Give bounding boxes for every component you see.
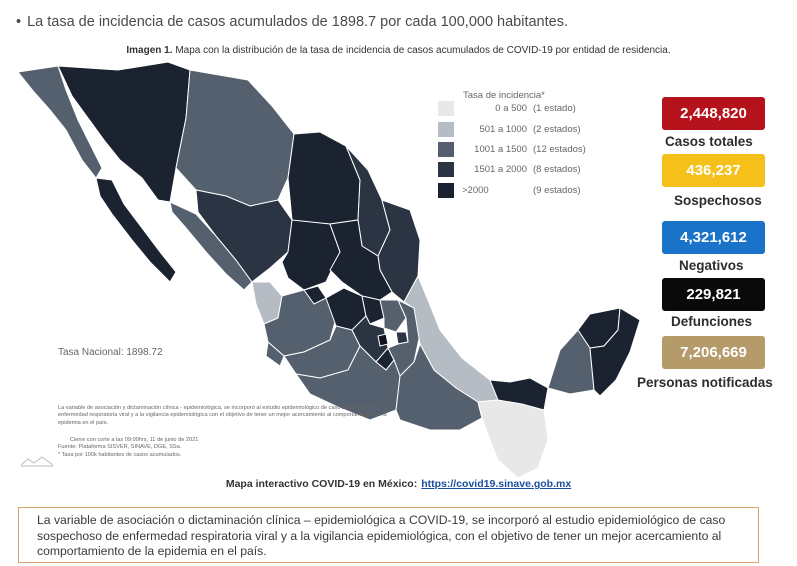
bullet-icon: • (16, 14, 22, 30)
figure-caption: Imagen 1. Mapa con la distribución de la… (0, 45, 797, 56)
sources-block: Cierre con corte a las 09:00hrs, 11 de j… (58, 437, 198, 459)
sospechosos-value: 436,237 (662, 154, 765, 187)
bottom-note: La variable de asociación o dictaminació… (18, 507, 759, 563)
legend-swatch (438, 100, 454, 116)
covid-map-link[interactable]: https://covid19.sinave.gob.mx (421, 478, 572, 490)
legend-count: (8 estados) (533, 163, 581, 175)
state-baja-california-sur (95, 177, 177, 283)
defunciones-label: Defunciones (671, 314, 753, 329)
legend-count: (1 estado) (533, 102, 576, 114)
state-chihuahua (175, 69, 295, 207)
negativos-value: 4,321,612 (662, 221, 765, 254)
headline-text: La tasa de incidencia de casos acumulado… (27, 14, 568, 30)
caption-prefix: Imagen 1. (126, 45, 173, 56)
state-durango (195, 189, 293, 283)
state-coahuila (287, 131, 361, 225)
state-tamaulipas (377, 199, 421, 303)
legend-range: >2000 (462, 184, 489, 196)
source-text: Fuente: Plataforma SISVER, SINAVE, DGE, … (58, 444, 182, 451)
chart-logo-icon (20, 456, 54, 467)
legend-count: (9 estados) (533, 184, 581, 196)
state-tabasco (489, 377, 549, 411)
cutoff-text: Cierre con corte a las 09:00hrs, 11 de j… (70, 437, 199, 443)
state-chiapas (477, 399, 549, 479)
legend-swatch (438, 182, 454, 198)
rate-note-text: * Tasa por 100k habitantes de casos acum… (58, 451, 182, 458)
caption-text: Mapa con la distribución de la tasa de i… (175, 45, 671, 56)
legend-item: 501 a 1000 (2 estados) (438, 121, 581, 137)
legend-range: 0 a 500 (495, 102, 527, 114)
legend-item: 1001 a 1500 (12 estados) (438, 141, 586, 157)
state-guerrero (294, 345, 401, 421)
negativos-label: Negativos (679, 258, 744, 273)
casos-totales-label: Casos totales (665, 134, 753, 149)
small-note: La variable de asociación y dictaminació… (58, 405, 387, 426)
interactive-map-line: Mapa interactivo COVID-19 en México: http… (0, 478, 797, 490)
legend-swatch (438, 121, 454, 137)
legend-count: (12 estados) (533, 143, 586, 155)
personas-notificadas-label: Personas notificadas (637, 375, 773, 390)
legend-swatch (438, 161, 454, 177)
state-cdmx (377, 333, 389, 347)
legend-item: 0 a 500 (1 estado) (438, 100, 576, 116)
personas-notificadas-value: 7,206,669 (662, 336, 765, 369)
legend-swatch (438, 141, 454, 157)
sospechosos-label: Sospechosos (674, 193, 762, 208)
state-quintana-roo (589, 307, 641, 397)
state-zacatecas (281, 219, 341, 291)
legend-range: 1501 a 2000 (474, 163, 527, 175)
legend-title: Tasa de incidencia* (463, 90, 545, 101)
state-san-luis-potosi (329, 219, 393, 301)
legend-item: 1501 a 2000 (8 estados) (438, 161, 581, 177)
state-queretaro (361, 295, 385, 325)
casos-totales-value: 2,448,820 (662, 97, 765, 130)
state-sonora (57, 61, 191, 203)
legend-item: >2000 (9 estados) (438, 182, 581, 198)
headline: • La tasa de incidencia de casos acumulad… (16, 14, 568, 30)
tasa-nacional: Tasa Nacional: 1898.72 (58, 347, 163, 358)
state-colima (265, 341, 285, 367)
legend-range: 1001 a 1500 (474, 143, 527, 155)
interactive-map-label: Mapa interactivo COVID-19 en México: (225, 478, 418, 490)
state-sinaloa (169, 201, 253, 291)
state-baja-california (17, 65, 103, 179)
defunciones-value: 229,821 (662, 278, 765, 311)
legend-count: (2 estados) (533, 123, 581, 135)
legend-range: 501 a 1000 (479, 123, 527, 135)
